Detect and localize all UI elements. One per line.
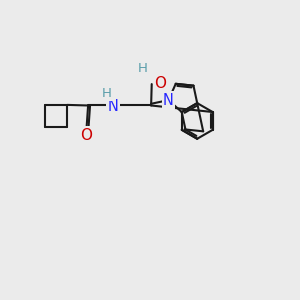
Text: H: H — [102, 86, 112, 100]
Text: H: H — [137, 62, 147, 75]
Text: O: O — [154, 76, 166, 91]
Text: N: N — [108, 99, 118, 114]
Text: O: O — [81, 128, 93, 143]
Text: N: N — [163, 93, 174, 108]
